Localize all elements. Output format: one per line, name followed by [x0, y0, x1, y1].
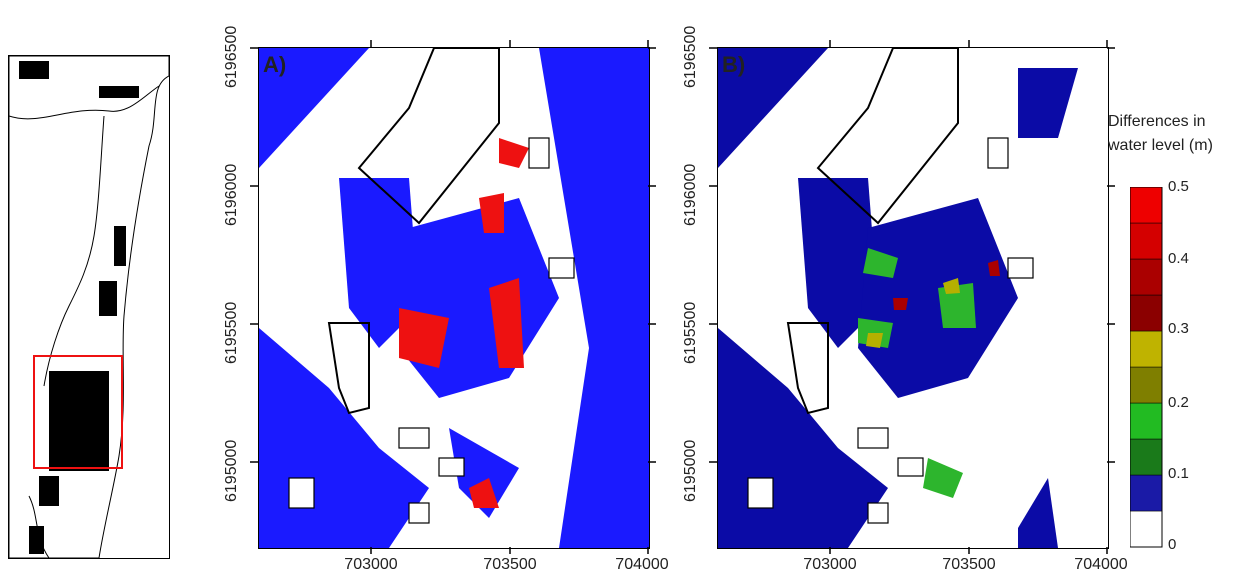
colorbar-swatch — [1130, 402, 1163, 440]
x-tick-b-704000: 704000 — [1074, 556, 1128, 573]
x-tick-b-703500: 703500 — [942, 556, 996, 573]
overview-map — [8, 55, 170, 559]
y-tick-a-6195000: 6195000 — [223, 439, 240, 502]
y-tick-a-6195500: 6195500 — [223, 301, 240, 364]
map-panel-a — [258, 47, 650, 549]
colorbar-swatch — [1130, 222, 1163, 260]
x-tick-a-703500: 703500 — [483, 556, 537, 573]
x-tick-a-703000: 703000 — [344, 556, 398, 573]
y-tick-a-6196500: 6196500 — [223, 25, 240, 88]
x-tick-b-703000: 703000 — [803, 556, 857, 573]
legend-label-0.5: 0.5 — [1168, 178, 1189, 195]
map-panel-b — [717, 47, 1109, 549]
colorbar-swatch — [1130, 474, 1163, 512]
legend-colorbar — [1130, 187, 1190, 552]
colorbar-swatch — [1130, 294, 1163, 332]
legend-title-line1: Differences in — [1108, 113, 1206, 130]
legend-label-0: 0 — [1168, 536, 1177, 553]
panel-label-b: B) — [722, 52, 746, 77]
legend-title-line2: water level (m) — [1108, 137, 1213, 154]
legend-label-0.4: 0.4 — [1168, 250, 1189, 267]
legend-title: Differences in water level (m) — [1108, 110, 1213, 158]
colorbar-swatch — [1130, 438, 1163, 476]
legend-label-0.1: 0.1 — [1168, 465, 1189, 482]
colorbar-swatch — [1130, 258, 1163, 296]
y-tick-a-6196000: 6196000 — [223, 163, 240, 226]
y-tick-b-6195000: 6195000 — [682, 439, 699, 502]
colorbar-swatch — [1130, 510, 1163, 548]
legend-label-0.2: 0.2 — [1168, 394, 1189, 411]
y-tick-b-6196500: 6196500 — [682, 25, 699, 88]
study-area-frame — [33, 355, 123, 469]
legend-label-0.3: 0.3 — [1168, 320, 1189, 337]
colorbar-swatch — [1130, 187, 1163, 224]
y-tick-b-6196000: 6196000 — [682, 163, 699, 226]
colorbar-border — [1130, 187, 1163, 548]
panel-label-a: A) — [263, 52, 287, 77]
colorbar-swatch — [1130, 366, 1163, 404]
x-tick-a-704000: 704000 — [615, 556, 669, 573]
y-tick-b-6195500: 6195500 — [682, 301, 699, 364]
colorbar-swatch — [1130, 330, 1163, 368]
